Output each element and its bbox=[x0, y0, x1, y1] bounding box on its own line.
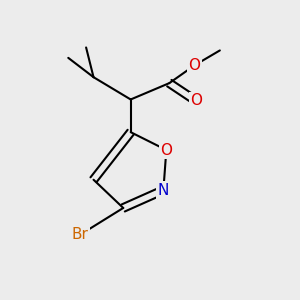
Text: N: N bbox=[158, 183, 169, 198]
Text: O: O bbox=[190, 94, 202, 109]
Text: Br: Br bbox=[72, 227, 88, 242]
Text: O: O bbox=[189, 58, 201, 73]
Text: O: O bbox=[160, 142, 172, 158]
